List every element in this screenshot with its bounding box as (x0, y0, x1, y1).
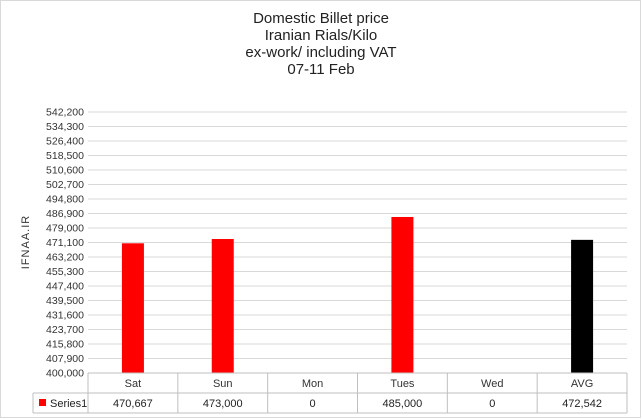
category-label: Mon (302, 378, 323, 390)
table-value-cell: 0 (489, 398, 495, 410)
table-value-cell: 470,667 (113, 398, 153, 410)
table-value-cell: 0 (310, 398, 316, 410)
y-tick-label: 455,300 (46, 266, 84, 278)
bar-avg (571, 239, 594, 373)
category-label: Tues (390, 378, 415, 390)
category-label: Wed (481, 378, 503, 390)
category-label: Sun (213, 378, 233, 390)
table-value-cell: 485,000 (383, 398, 423, 410)
legend-series-name: Series1 (50, 398, 87, 410)
y-tick-label: 542,200 (46, 107, 84, 119)
bar-sun (211, 239, 234, 373)
y-tick-label: 510,600 (46, 165, 84, 177)
y-tick-label: 415,800 (46, 339, 84, 351)
y-tick-label: 439,500 (46, 295, 84, 307)
y-axis-label: IFNAA.IR (20, 215, 32, 269)
y-tick-label: 518,500 (46, 150, 84, 162)
y-tick-label: 407,900 (46, 353, 84, 365)
y-tick-label: 447,400 (46, 281, 84, 293)
table-value-cell: 472,542 (562, 398, 602, 410)
y-tick-label: 431,600 (46, 310, 84, 322)
category-label: AVG (571, 378, 593, 390)
y-tick-label: 423,700 (46, 324, 84, 336)
y-tick-label: 471,100 (46, 237, 84, 249)
y-tick-label: 486,900 (46, 208, 84, 220)
bar-tues (391, 216, 414, 373)
y-tick-label: 400,000 (46, 368, 84, 380)
y-tick-label: 502,700 (46, 179, 84, 191)
category-label: Sat (125, 378, 142, 390)
y-tick-label: 494,800 (46, 194, 84, 206)
chart-title-line: ex-work/ including VAT (245, 44, 396, 61)
chart-title-line: Iranian Rials/Kilo (265, 27, 378, 44)
table-value-cell: 473,000 (203, 398, 243, 410)
y-tick-label: 463,200 (46, 252, 84, 264)
y-tick-label: 479,000 (46, 223, 84, 235)
y-tick-label: 526,400 (46, 136, 84, 148)
chart-title-line: 07-11 Feb (287, 61, 354, 78)
legend-swatch (39, 399, 46, 406)
bar-sat (121, 243, 144, 373)
chart-title-line: Domestic Billet price (253, 10, 389, 27)
y-tick-label: 534,300 (46, 121, 84, 133)
